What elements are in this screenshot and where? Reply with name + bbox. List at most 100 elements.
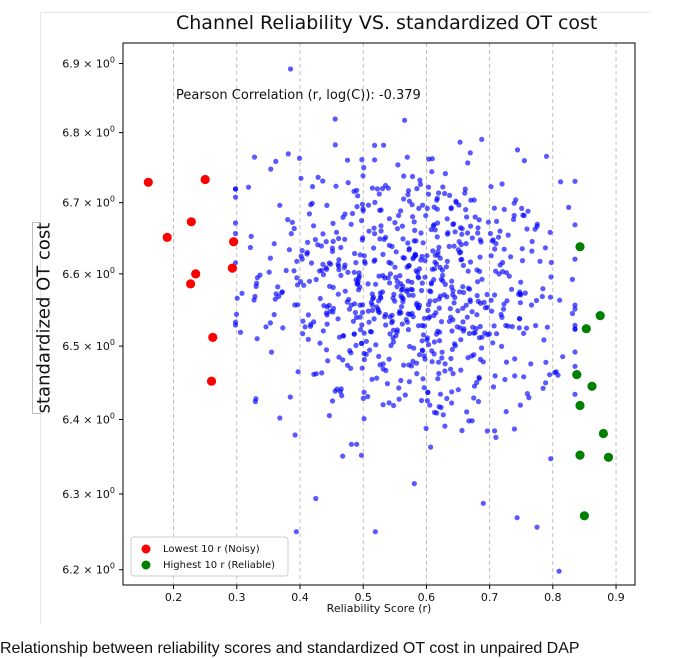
- others-point: [500, 306, 507, 312]
- others-point: [548, 259, 554, 266]
- others-point: [358, 452, 364, 458]
- others-point: [503, 359, 510, 365]
- others-point: [450, 317, 456, 323]
- others-point: [542, 245, 549, 251]
- others-point: [394, 226, 401, 232]
- others-point: [300, 318, 306, 324]
- others-point: [516, 325, 522, 331]
- others-point: [354, 187, 360, 193]
- others-point: [438, 319, 445, 325]
- others-point: [336, 267, 342, 273]
- others-point: [493, 268, 499, 274]
- others-point: [340, 453, 346, 459]
- others-point: [357, 302, 363, 308]
- others-point: [500, 269, 506, 275]
- ylabel-bracket: [32, 222, 41, 414]
- others-point: [253, 283, 259, 289]
- others-point: [340, 333, 347, 339]
- others-point: [320, 328, 326, 334]
- others-point: [540, 385, 546, 391]
- others-point: [398, 377, 404, 384]
- others-point: [491, 323, 497, 329]
- others-point: [519, 246, 525, 252]
- others-point: [425, 307, 431, 313]
- others-point: [352, 309, 358, 316]
- others-point: [369, 376, 375, 382]
- others-point: [252, 293, 258, 300]
- others-point: [501, 301, 507, 307]
- others-point: [543, 359, 549, 365]
- others-point: [411, 219, 417, 225]
- others-point: [443, 264, 449, 270]
- others-point: [493, 434, 499, 440]
- others-point: [475, 279, 481, 285]
- others-point: [431, 277, 437, 283]
- others-point: [288, 231, 294, 237]
- others-point: [285, 151, 291, 157]
- others-point: [405, 240, 411, 246]
- others-point: [499, 181, 505, 187]
- others-point: [492, 292, 498, 298]
- others-point: [387, 271, 393, 277]
- others-point: [267, 320, 273, 326]
- others-point: [572, 306, 578, 312]
- others-point: [541, 337, 547, 343]
- others-point: [348, 221, 354, 227]
- others-point: [392, 298, 398, 304]
- others-point: [344, 299, 350, 305]
- others-point: [372, 529, 378, 535]
- others-point: [429, 266, 435, 272]
- others-point: [431, 351, 437, 357]
- others-point: [516, 316, 523, 322]
- others-point: [309, 184, 316, 190]
- others-point: [494, 331, 500, 337]
- others-point: [510, 216, 517, 222]
- others-point: [366, 319, 372, 325]
- others-point: [435, 328, 441, 334]
- others-point: [420, 332, 427, 338]
- others-point: [502, 376, 508, 383]
- others-point: [376, 191, 382, 197]
- x-tick-label-2: 0.4: [291, 591, 309, 604]
- others-point: [365, 308, 371, 314]
- reliable-point-0: [575, 242, 585, 252]
- others-point: [420, 202, 426, 208]
- others-point: [317, 295, 323, 302]
- others-point: [350, 318, 356, 324]
- others-point: [422, 258, 428, 264]
- x-tick-label-7: 0.9: [607, 591, 625, 604]
- others-point: [387, 280, 393, 286]
- others-point: [547, 229, 553, 235]
- others-point: [426, 302, 432, 308]
- others-point: [493, 241, 499, 247]
- others-point: [383, 322, 389, 328]
- others-point: [402, 117, 408, 123]
- others-point: [361, 253, 367, 259]
- others-point: [286, 247, 292, 253]
- others-point: [333, 183, 339, 189]
- others-point: [442, 361, 448, 367]
- others-point: [470, 324, 476, 330]
- others-point: [428, 281, 434, 287]
- others-point: [401, 196, 407, 202]
- others-point: [357, 284, 363, 290]
- others-point: [395, 162, 401, 168]
- others-point: [298, 175, 304, 181]
- x-tick-label-6: 0.8: [544, 591, 562, 604]
- others-point: [400, 255, 406, 261]
- others-point: [455, 308, 461, 314]
- others-point: [572, 302, 578, 308]
- others-point: [380, 366, 386, 372]
- others-point: [437, 391, 444, 397]
- others-point: [408, 286, 414, 292]
- others-point: [449, 389, 455, 395]
- others-point: [291, 225, 297, 232]
- others-point: [431, 409, 438, 415]
- others-point: [403, 316, 409, 323]
- others-point: [436, 370, 442, 377]
- others-point: [371, 225, 377, 231]
- others-point: [294, 258, 300, 264]
- others-point: [424, 398, 430, 404]
- others-point: [338, 244, 344, 251]
- others-point: [329, 248, 336, 254]
